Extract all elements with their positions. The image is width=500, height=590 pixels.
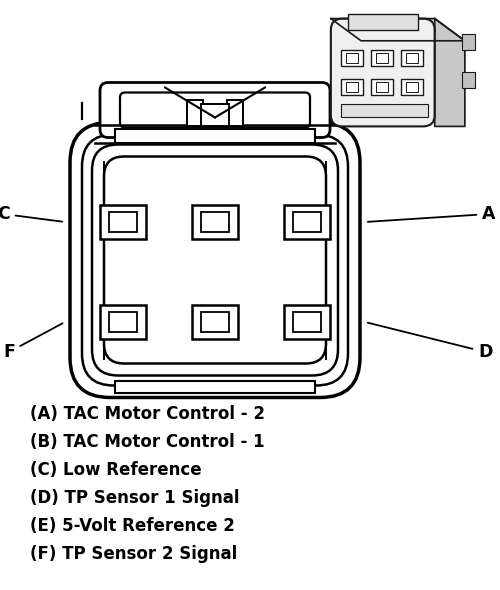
Polygon shape bbox=[434, 19, 465, 126]
FancyBboxPatch shape bbox=[104, 156, 326, 363]
Bar bbox=[115, 381, 315, 392]
Text: (B) TAC Motor Control - 1: (B) TAC Motor Control - 1 bbox=[30, 433, 264, 451]
Bar bbox=[406, 54, 418, 63]
Bar bbox=[406, 82, 418, 91]
Text: (E) 5-Volt Reference 2: (E) 5-Volt Reference 2 bbox=[30, 517, 235, 535]
Text: (F) TP Sensor 2 Signal: (F) TP Sensor 2 Signal bbox=[30, 545, 238, 563]
Bar bbox=[401, 79, 423, 94]
Bar bbox=[462, 73, 475, 88]
Text: (D) TP Sensor 1 Signal: (D) TP Sensor 1 Signal bbox=[30, 489, 240, 507]
Bar bbox=[109, 212, 137, 232]
Bar bbox=[376, 82, 388, 91]
Text: A: A bbox=[368, 205, 496, 223]
Bar bbox=[341, 104, 428, 117]
Text: (A) TAC Motor Control - 2: (A) TAC Motor Control - 2 bbox=[30, 405, 265, 423]
FancyBboxPatch shape bbox=[70, 123, 360, 398]
FancyBboxPatch shape bbox=[120, 93, 310, 127]
Bar bbox=[293, 312, 321, 332]
Bar bbox=[284, 205, 330, 239]
Bar bbox=[346, 82, 358, 91]
Bar bbox=[293, 212, 321, 232]
Bar bbox=[376, 54, 388, 63]
Text: D: D bbox=[368, 323, 492, 361]
Bar bbox=[201, 103, 229, 126]
Bar bbox=[401, 50, 423, 66]
FancyBboxPatch shape bbox=[331, 19, 434, 126]
Bar bbox=[192, 305, 238, 339]
Bar bbox=[115, 129, 315, 143]
Bar bbox=[346, 54, 358, 63]
Text: (C) Low Reference: (C) Low Reference bbox=[30, 461, 202, 479]
Bar bbox=[201, 312, 229, 332]
Bar bbox=[341, 50, 362, 66]
Bar bbox=[462, 34, 475, 50]
Bar bbox=[187, 100, 203, 126]
Text: C: C bbox=[0, 205, 62, 223]
FancyBboxPatch shape bbox=[100, 83, 330, 137]
Text: F: F bbox=[3, 323, 62, 361]
Bar bbox=[284, 305, 330, 339]
Polygon shape bbox=[331, 19, 465, 41]
Bar bbox=[371, 79, 393, 94]
Bar bbox=[348, 14, 418, 30]
Bar bbox=[109, 312, 137, 332]
Bar bbox=[227, 100, 243, 126]
Bar bbox=[371, 50, 393, 66]
Bar bbox=[341, 79, 362, 94]
Bar bbox=[192, 205, 238, 239]
Bar bbox=[201, 212, 229, 232]
Bar bbox=[100, 305, 146, 339]
Bar bbox=[100, 205, 146, 239]
